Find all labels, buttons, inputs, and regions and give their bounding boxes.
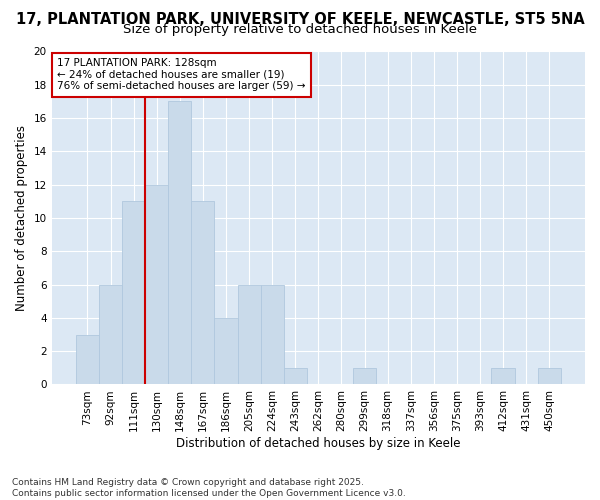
Bar xyxy=(99,284,122,384)
Bar xyxy=(260,284,284,384)
X-axis label: Distribution of detached houses by size in Keele: Distribution of detached houses by size … xyxy=(176,437,461,450)
Bar xyxy=(168,102,191,385)
Text: 17 PLANTATION PARK: 128sqm
← 24% of detached houses are smaller (19)
76% of semi: 17 PLANTATION PARK: 128sqm ← 24% of deta… xyxy=(57,58,305,92)
Bar xyxy=(353,368,376,384)
Y-axis label: Number of detached properties: Number of detached properties xyxy=(15,125,28,311)
Bar xyxy=(538,368,561,384)
Bar xyxy=(76,334,99,384)
Bar xyxy=(284,368,307,384)
Bar xyxy=(238,284,260,384)
Bar xyxy=(491,368,515,384)
Bar xyxy=(145,184,168,384)
Text: Contains HM Land Registry data © Crown copyright and database right 2025.
Contai: Contains HM Land Registry data © Crown c… xyxy=(12,478,406,498)
Bar xyxy=(122,202,145,384)
Text: 17, PLANTATION PARK, UNIVERSITY OF KEELE, NEWCASTLE, ST5 5NA: 17, PLANTATION PARK, UNIVERSITY OF KEELE… xyxy=(16,12,584,28)
Bar xyxy=(191,202,214,384)
Text: Size of property relative to detached houses in Keele: Size of property relative to detached ho… xyxy=(123,22,477,36)
Bar xyxy=(214,318,238,384)
